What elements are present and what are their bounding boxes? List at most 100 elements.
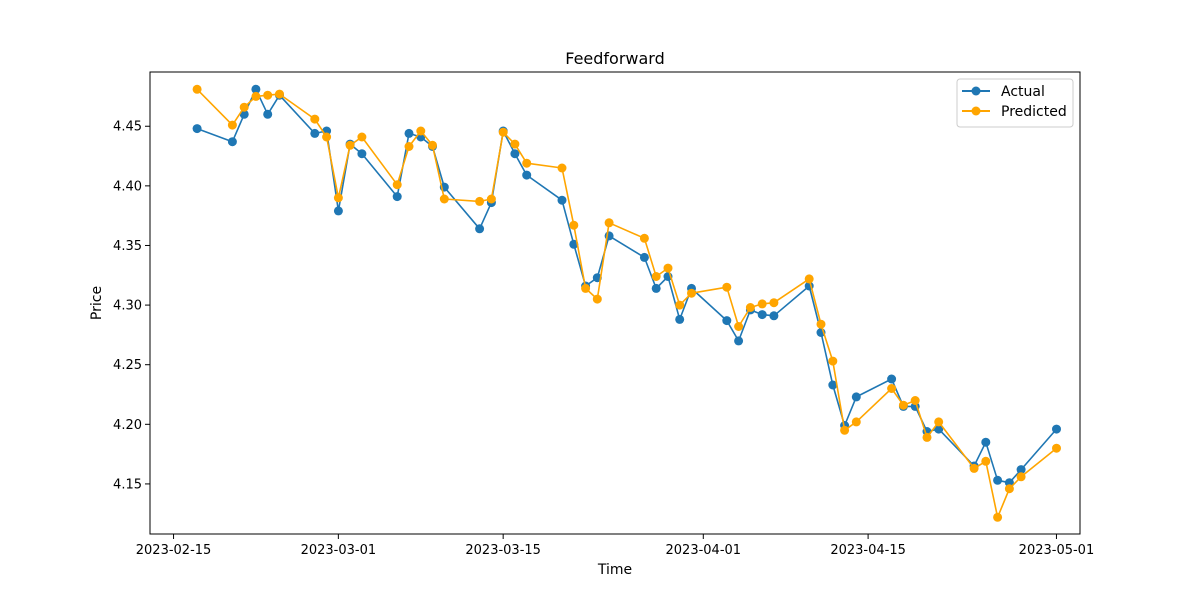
data-point-actual [475,224,485,234]
data-point-actual [357,149,367,159]
data-point-actual [251,84,261,94]
data-point-predicted [227,120,237,130]
data-point-actual [310,128,320,138]
data-point-predicted [851,417,861,427]
data-point-predicted [475,196,485,206]
data-point-predicted [428,140,437,150]
data-point-predicted [310,114,320,124]
series-line-predicted [196,88,1058,519]
data-point-predicted [745,303,755,312]
data-point-actual [981,437,991,447]
data-point-predicted [345,140,355,150]
data-point-actual [651,283,661,293]
data-point-predicted [322,132,332,142]
x-axis-label: Time [597,562,632,578]
data-point-predicted [569,220,579,230]
y-tick-label: 4.25 [113,358,142,373]
x-tick-label: 2023-03-01 [301,543,377,558]
legend-marker-actual [971,86,981,96]
data-point-predicted [1016,472,1026,482]
data-point-predicted [769,298,779,308]
series-line-actual [196,88,1058,484]
legend-label-predicted: Predicted [1001,104,1067,120]
data-point-predicted [1004,484,1014,494]
y-tick-label: 4.45 [113,120,142,135]
data-point-predicted [651,272,661,281]
data-point-predicted [357,132,367,142]
data-point-predicted [416,126,426,136]
legend-marker-predicted [971,106,981,116]
data-point-actual [557,195,567,205]
data-point-predicted [663,263,673,273]
data-point-predicted [934,417,944,427]
y-tick-label: 4.15 [113,477,142,492]
data-point-predicted [251,91,261,101]
data-point-predicted [910,396,920,405]
data-point-predicted [275,89,284,99]
legend-label-actual: Actual [1001,84,1045,100]
data-point-actual [828,380,838,390]
series-layer [192,84,1061,522]
data-point-predicted [404,142,414,151]
data-point-predicted [969,463,979,473]
data-point-actual [757,310,767,320]
data-point-actual [734,336,744,346]
chart-title: Feedforward [565,49,665,68]
data-point-predicted [333,193,343,203]
data-point-actual [263,109,273,119]
data-point-predicted [604,218,614,228]
data-point-predicted [840,425,850,435]
data-point-predicted [263,90,273,100]
x-tick-label: 2023-04-01 [666,543,742,558]
data-point-predicted [581,283,591,293]
legend: Actual Predicted [956,78,1074,128]
y-tick-label: 4.40 [113,179,142,194]
data-point-actual [522,170,532,180]
data-point-predicted [816,319,826,329]
data-point-actual [192,124,202,134]
data-point-predicted [687,288,696,298]
data-point-predicted [757,299,767,309]
x-tick-label: 2023-03-15 [465,543,541,558]
data-point-actual [510,149,520,159]
data-point-predicted [486,194,496,204]
data-point-predicted [804,274,814,284]
x-tick-label: 2023-04-15 [830,543,906,558]
data-point-actual [993,475,1003,485]
data-point-predicted [392,180,402,190]
plot-frame [149,71,1081,535]
data-point-actual [1052,424,1061,434]
data-point-actual [887,374,897,384]
data-point-predicted [239,102,249,112]
x-axis: 2023-02-15 2023-03-01 2023-03-15 2023-04-01… [136,534,1094,558]
data-point-actual [227,137,237,147]
data-point-actual [934,424,944,434]
data-point-predicted [522,158,532,168]
data-point-actual [851,392,861,402]
x-tick-label: 2023-05-01 [1019,543,1095,558]
y-axis: 4.15 4.20 4.25 4.30 4.35 4.40 4.45 [113,120,150,492]
data-point-predicted [981,456,991,466]
data-point-predicted [639,233,649,243]
data-point-predicted [887,384,897,393]
data-point-actual [675,314,685,324]
data-point-actual [769,311,779,321]
data-point-predicted [439,194,449,204]
data-point-predicted [734,322,744,331]
data-point-predicted [898,400,908,410]
data-point-actual [404,128,414,138]
data-point-actual [392,192,402,202]
data-point-predicted [498,127,508,137]
data-point-predicted [922,432,932,442]
y-tick-label: 4.35 [113,239,142,254]
data-point-predicted [557,163,567,173]
data-point-predicted [722,282,732,292]
data-point-predicted [1052,443,1061,453]
data-point-predicted [510,139,520,149]
data-point-predicted [192,84,202,94]
data-point-predicted [828,356,838,366]
data-point-predicted [993,512,1003,522]
y-tick-label: 4.30 [113,299,142,314]
data-point-actual [333,206,343,216]
